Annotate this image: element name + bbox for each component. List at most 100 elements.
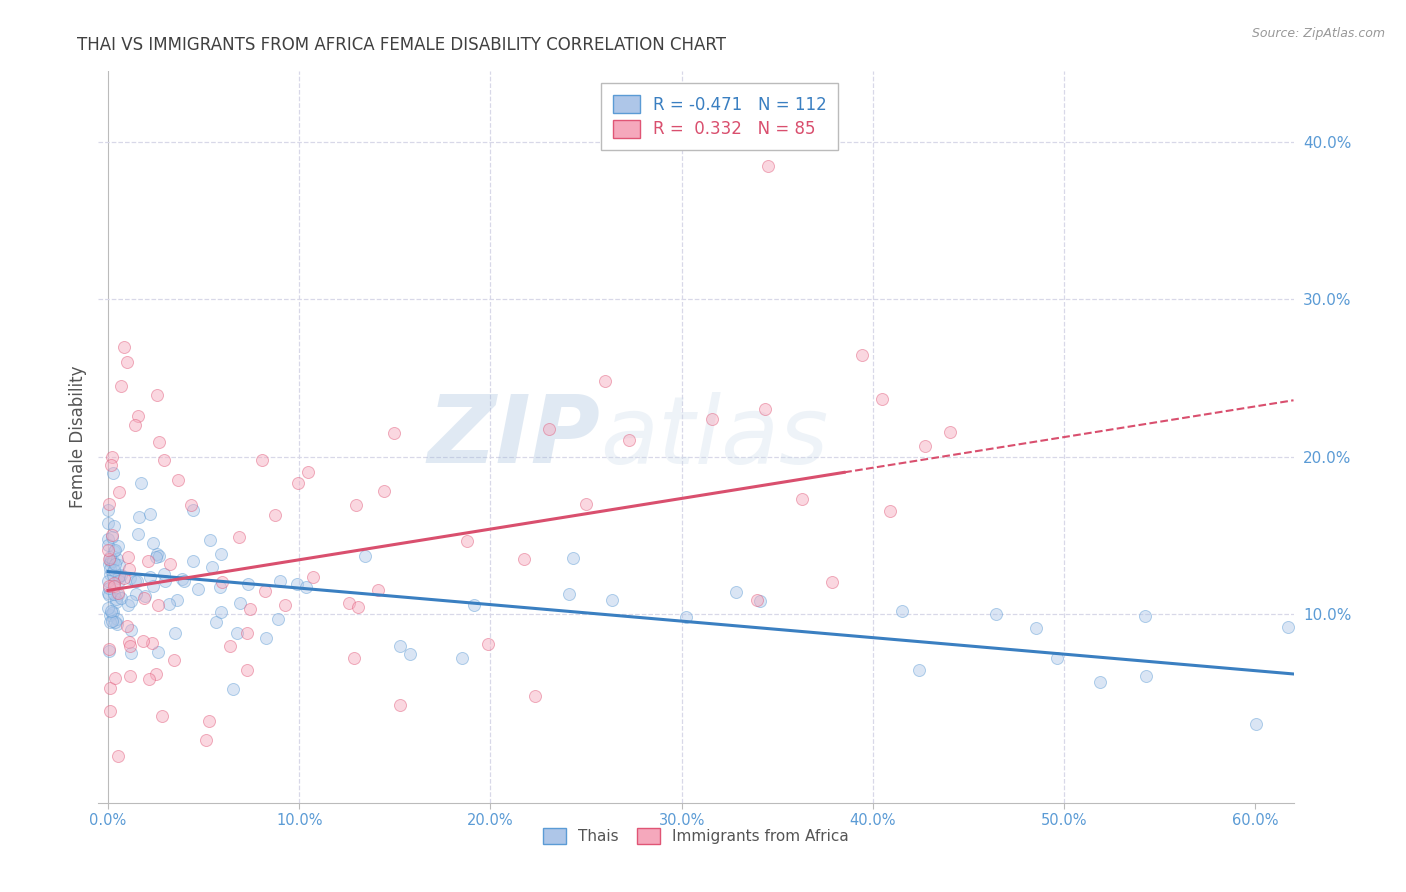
Point [337, 596, 360, 610]
Point [110, 591, 132, 606]
Point [97, 641, 120, 656]
Point [97, 497, 120, 511]
Point [108, 569, 131, 583]
Point [675, 609, 697, 624]
Point [100, 458, 122, 472]
Point [562, 551, 585, 566]
Point [219, 639, 242, 653]
Point [107, 748, 129, 763]
Point [146, 547, 169, 561]
Point [145, 666, 167, 681]
Point [1090, 674, 1112, 689]
Point [105, 552, 128, 566]
Point [756, 159, 779, 173]
Point [141, 636, 163, 650]
Point [456, 533, 478, 548]
Point [117, 549, 139, 564]
Point [108, 574, 131, 588]
Point [98, 704, 121, 718]
Point [166, 593, 188, 607]
Point [112, 340, 135, 354]
Point [173, 574, 195, 588]
Point [344, 498, 367, 512]
Point [274, 598, 297, 612]
Point [97, 579, 120, 593]
Point [107, 586, 129, 600]
Point [239, 601, 262, 615]
Point [97, 601, 120, 615]
Point [107, 539, 129, 553]
Point [198, 533, 221, 547]
Point [97, 582, 120, 596]
Point [103, 544, 125, 558]
Point [107, 571, 129, 585]
Point [201, 559, 224, 574]
Point [399, 647, 422, 661]
Point [745, 593, 768, 607]
Point [914, 440, 936, 454]
Point [187, 582, 209, 597]
Point [254, 631, 277, 645]
Point [513, 552, 536, 566]
Point [157, 597, 180, 611]
Point [153, 574, 176, 588]
Point [97, 543, 120, 558]
Point [127, 526, 149, 541]
Point [108, 484, 131, 499]
Point [229, 595, 252, 609]
Point [163, 625, 186, 640]
Point [101, 530, 124, 544]
Point [127, 409, 149, 424]
Point [146, 645, 169, 659]
Point [152, 709, 174, 723]
Point [98, 554, 121, 568]
Point [851, 348, 873, 362]
Point [120, 594, 142, 608]
Point [97, 585, 120, 599]
Point [105, 591, 128, 606]
Point [146, 388, 169, 402]
Point [117, 598, 139, 612]
Point [101, 554, 124, 568]
Point [146, 598, 169, 612]
Point [98, 589, 121, 603]
Point [105, 617, 128, 632]
Point [136, 554, 159, 568]
Point [523, 690, 546, 704]
Point [104, 595, 127, 609]
Point [236, 625, 259, 640]
Point [125, 574, 148, 588]
Point [477, 637, 499, 651]
Point [117, 635, 139, 649]
Point [754, 402, 776, 417]
Point [101, 605, 124, 619]
Point [132, 591, 155, 605]
Point [167, 473, 190, 487]
Point [205, 615, 228, 629]
Point [101, 614, 124, 628]
Point [120, 669, 142, 683]
Point [285, 576, 308, 591]
Point [148, 549, 170, 563]
Point [110, 379, 132, 393]
Point [235, 663, 257, 677]
Point [222, 681, 245, 696]
Point [197, 714, 219, 728]
Point [145, 549, 167, 564]
Point [269, 574, 291, 588]
Point [98, 607, 121, 622]
Point [97, 557, 120, 571]
Point [1277, 620, 1299, 634]
Point [790, 491, 813, 506]
Point [209, 605, 232, 619]
Point [118, 639, 141, 653]
Point [142, 579, 165, 593]
Point [367, 582, 389, 597]
Point [600, 593, 623, 607]
Point [250, 452, 273, 467]
Point [139, 507, 162, 521]
Point [538, 422, 561, 436]
Point [128, 509, 150, 524]
Point [593, 374, 616, 388]
Point [702, 411, 724, 425]
